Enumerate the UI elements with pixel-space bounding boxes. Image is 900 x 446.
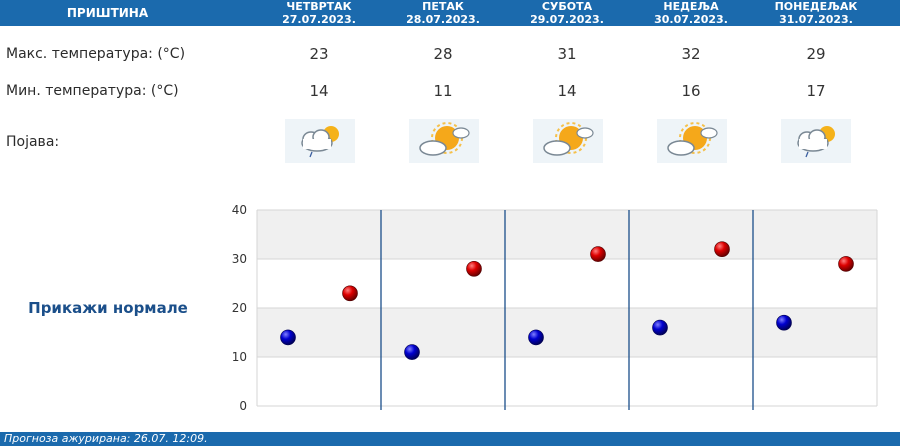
day-header-3: СУБОТА 29.07.2023.	[505, 0, 629, 26]
min-temp-point	[652, 319, 668, 336]
day-name: ПОНЕДЕЉАК	[774, 0, 858, 13]
max-temp-point	[466, 261, 482, 277]
day-name: НЕДЕЉА	[663, 0, 719, 13]
phenomenon-label: Појава:	[6, 134, 60, 150]
min-temp-point	[404, 344, 420, 360]
y-tick-label: 10	[232, 350, 247, 364]
day-date: 31.07.2023.	[779, 13, 853, 26]
partly-sunny-icon	[409, 119, 479, 163]
y-tick-label: 0	[239, 399, 247, 410]
y-tick-label: 20	[232, 301, 247, 315]
grid-band	[257, 308, 877, 357]
min-temp-value: 14	[309, 82, 329, 100]
max-temp-value: 28	[433, 45, 453, 63]
day-date: 27.07.2023.	[282, 13, 356, 26]
max-temp-point	[838, 256, 854, 272]
partly-cloudy-rain-icon	[781, 119, 851, 163]
day-header-1: ЧЕТВРТАК 27.07.2023.	[257, 0, 381, 26]
min-temp-value: 11	[433, 82, 453, 100]
max-temp-point	[590, 246, 606, 262]
footer-bar: Прогноза ажурирана: 26.07. 12:09.	[0, 432, 900, 446]
min-temp-value: 17	[806, 82, 826, 100]
forecast-updated-text: Прогноза ажурирана: 26.07. 12:09.	[4, 432, 208, 445]
day-name: ПЕТАК	[422, 0, 464, 13]
grid-band	[257, 210, 877, 259]
max-temp-value: 29	[806, 45, 826, 63]
day-date: 29.07.2023.	[530, 13, 604, 26]
show-normals-link[interactable]: Прикажи нормале	[28, 299, 188, 317]
day-header-2: ПЕТАК 28.07.2023.	[381, 0, 505, 26]
min-temp-value: 16	[681, 82, 701, 100]
day-header-5: ПОНЕДЕЉАК 31.07.2023.	[754, 0, 878, 26]
forecast-header: ПРИШТИНА ЧЕТВРТАК 27.07.2023. ПЕТАК 28.0…	[0, 0, 900, 26]
partly-sunny-icon	[657, 119, 727, 163]
grid-band	[257, 357, 877, 406]
day-date: 30.07.2023.	[654, 13, 728, 26]
max-temp-value: 31	[557, 45, 577, 63]
y-tick-label: 40	[232, 203, 247, 217]
min-temp-value: 14	[557, 82, 577, 100]
partly-cloudy-rain-icon	[285, 119, 355, 163]
min-temp-point	[528, 329, 544, 346]
grid-band	[257, 259, 877, 308]
temperature-chart: 0 10 20 30 40	[232, 203, 878, 410]
min-temp-point	[776, 314, 792, 331]
day-name: СУБОТА	[541, 0, 593, 13]
max-temp-label: Макс. температура: (°C)	[6, 46, 186, 62]
day-date: 28.07.2023.	[406, 13, 480, 26]
min-temp-point	[280, 329, 296, 346]
max-temp-point	[342, 285, 358, 302]
min-temp-label: Мин. температура: (°C)	[6, 83, 179, 99]
max-temp-point	[714, 241, 730, 258]
day-header-4: НЕДЕЉА 30.07.2023.	[629, 0, 753, 26]
max-temp-value: 23	[309, 45, 329, 63]
partly-sunny-icon	[533, 119, 603, 163]
max-temp-value: 32	[681, 45, 701, 63]
day-name: ЧЕТВРТАК	[286, 0, 352, 13]
city-name: ПРИШТИНА	[66, 6, 149, 20]
y-tick-label: 30	[232, 252, 247, 266]
